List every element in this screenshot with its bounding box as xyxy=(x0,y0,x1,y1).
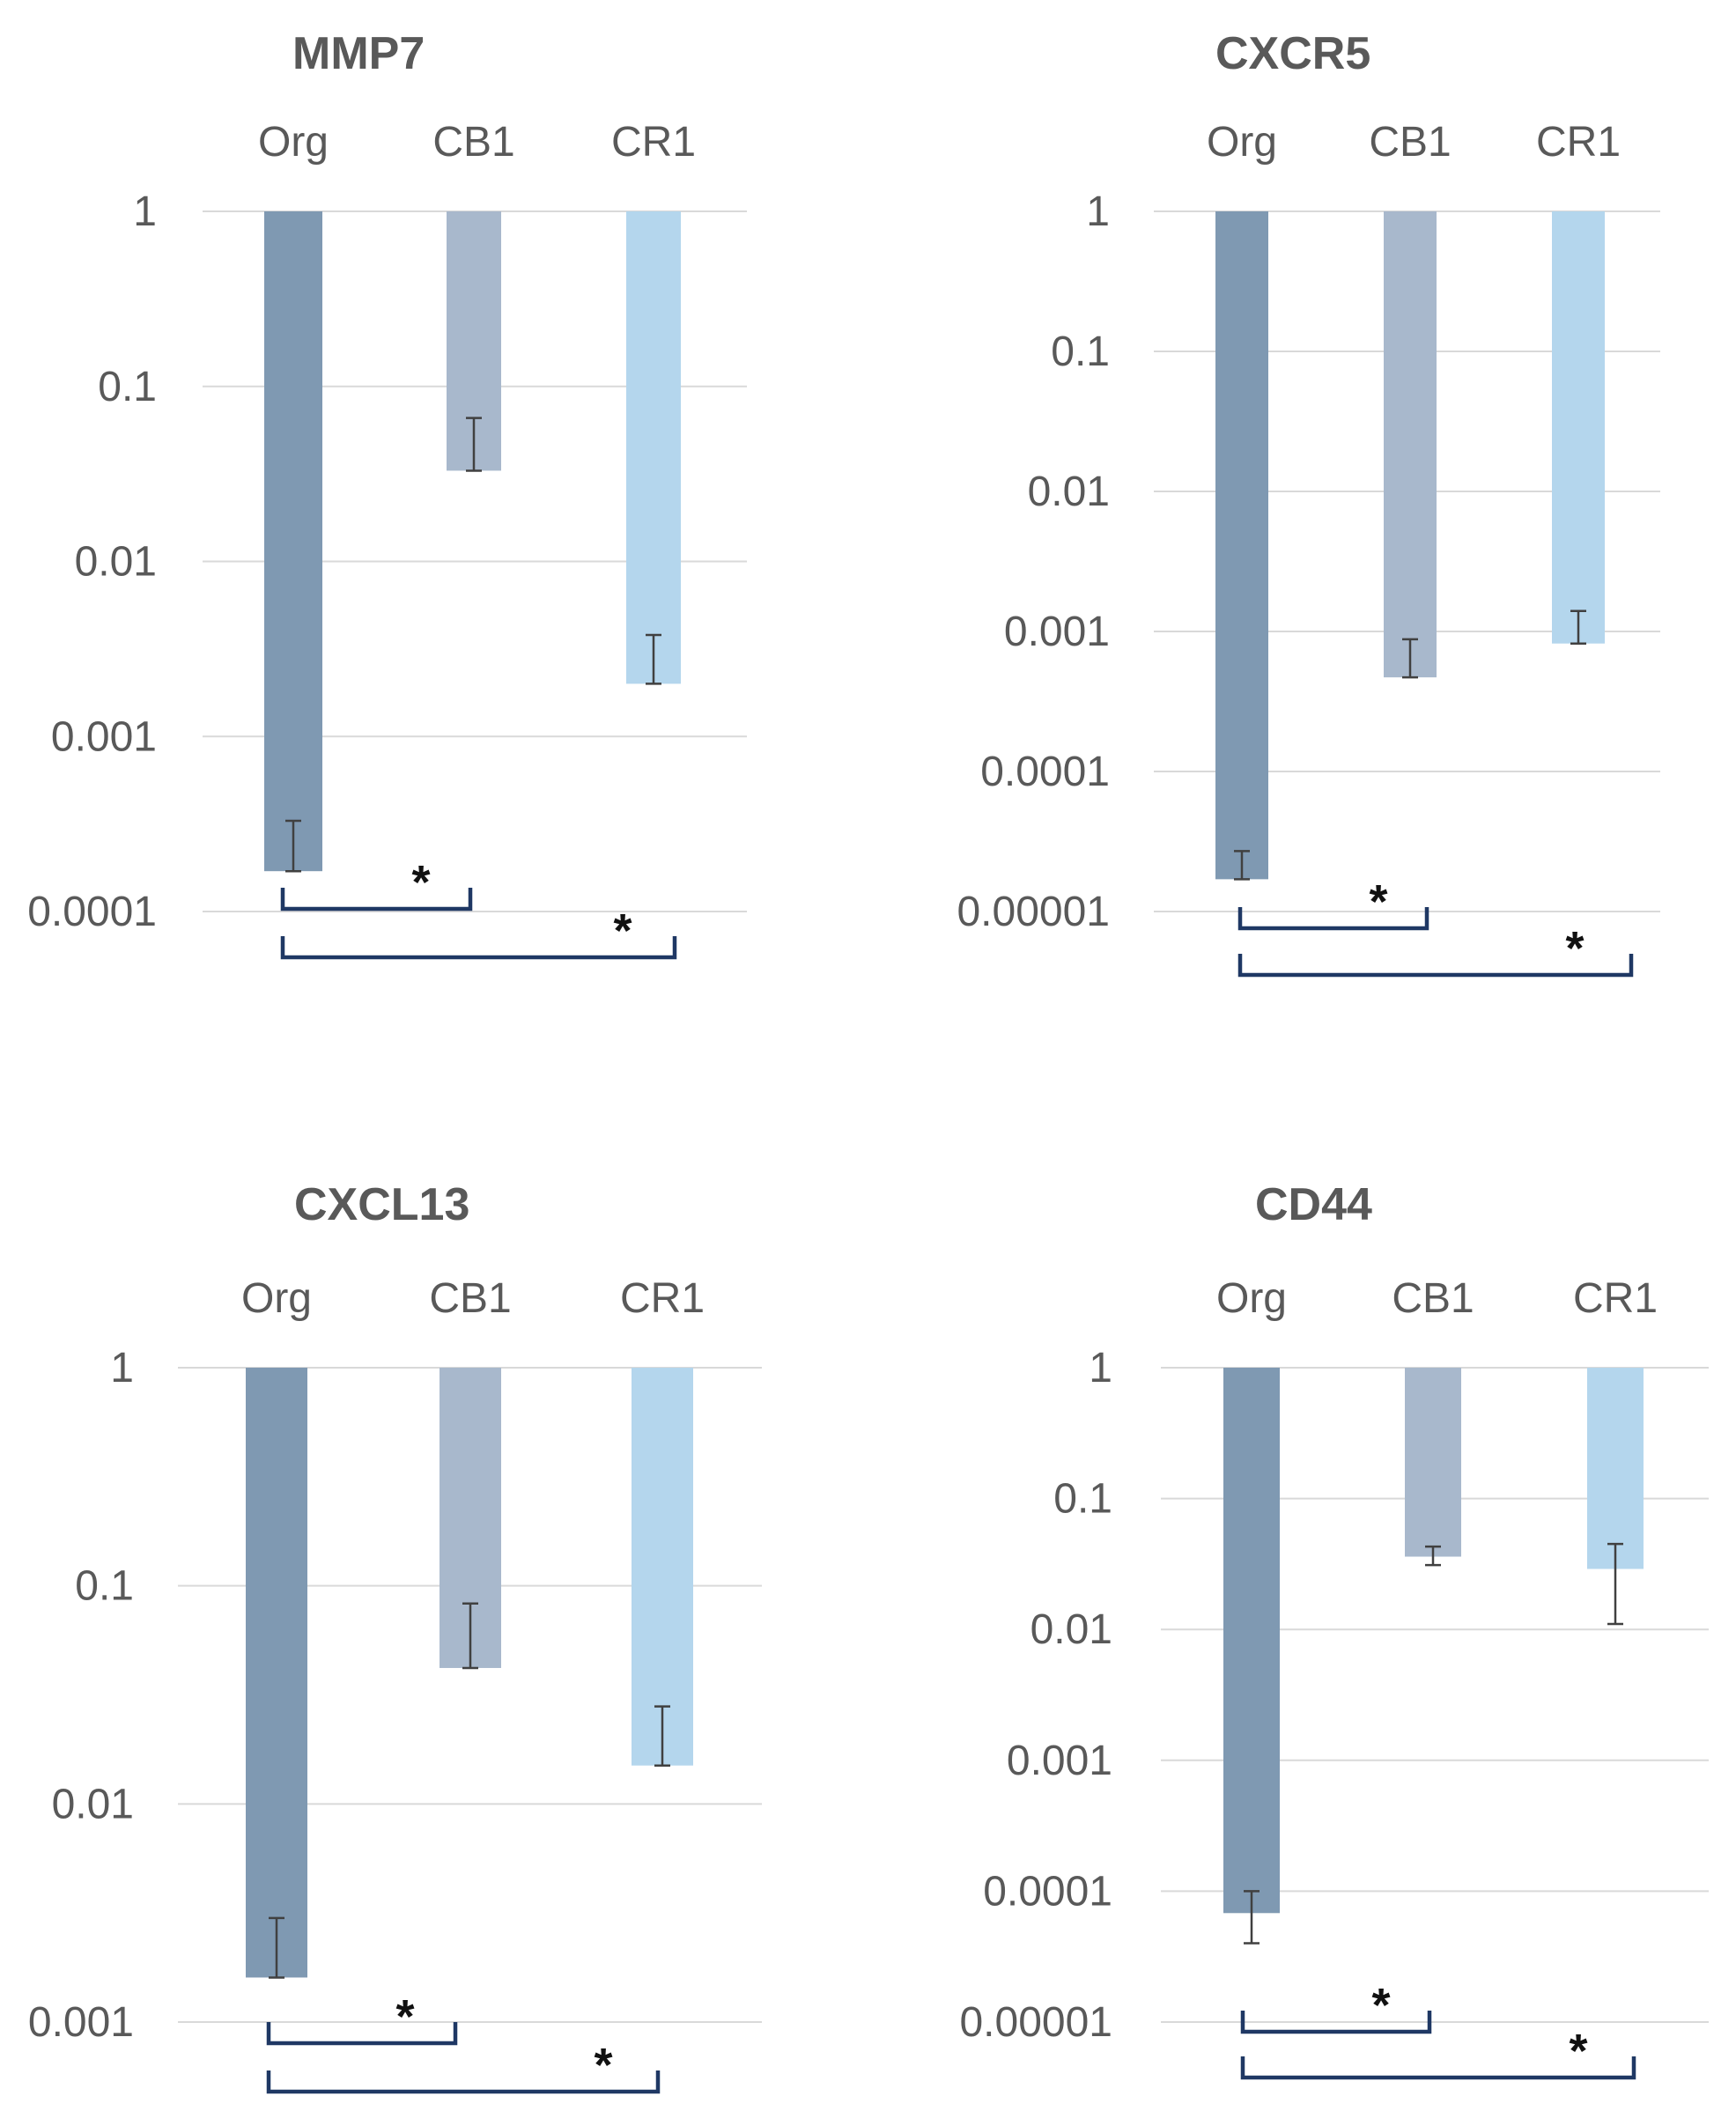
category-label: CB1 xyxy=(1392,1275,1474,1322)
significance-bracket xyxy=(1240,2056,1636,2080)
y-tick-label: 0.1 xyxy=(98,364,157,410)
category-label: CR1 xyxy=(620,1275,705,1322)
chart-title: CXCL13 xyxy=(294,1179,469,1230)
category-label: Org xyxy=(241,1275,312,1322)
category-label: Org xyxy=(1207,119,1277,166)
category-label: CB1 xyxy=(429,1275,511,1322)
significance-star: * xyxy=(395,1990,414,2043)
y-tick-label: 0.001 xyxy=(1004,609,1110,655)
significance-star: * xyxy=(1369,875,1387,928)
significance-star: * xyxy=(1371,1979,1390,2032)
category-label: CR1 xyxy=(1536,119,1621,166)
chart-panel-cxcl13: CXCL13 1 0.1 0.01 0.001 Org CB1 CR1 * * xyxy=(28,1179,762,2094)
bar-cr1 xyxy=(1552,211,1605,644)
y-tick-label: 0.00001 xyxy=(957,889,1110,935)
bar-cr1 xyxy=(632,1368,693,1766)
y-tick-label: 1 xyxy=(110,1345,134,1391)
y-tick-label: 0.0001 xyxy=(27,889,157,935)
bar-org xyxy=(1223,1368,1280,1914)
significance-bracket xyxy=(1237,907,1429,931)
bar-org xyxy=(1215,211,1268,880)
chart-panel-mmp7: MMP7 1 0.1 0.01 0.001 0.0001 Org CB1 CR1 * * xyxy=(27,28,747,960)
significance-star: * xyxy=(411,856,430,909)
y-tick-label: 1 xyxy=(133,188,157,235)
y-tick-label: 1 xyxy=(1086,188,1110,235)
y-tick-label: 0.001 xyxy=(1007,1738,1112,1784)
y-tick-label: 0.01 xyxy=(75,539,157,586)
y-tick-label: 1 xyxy=(1089,1345,1112,1391)
chart-panel-cd44: CD44 1 0.1 0.01 0.001 0.0001 0.00001 Org CB1 CR1 *… xyxy=(959,1179,1709,2080)
bar-cb1 xyxy=(1384,211,1437,678)
y-tick-label: 0.1 xyxy=(1051,328,1110,375)
category-label: CB1 xyxy=(432,119,514,166)
chart-title: CD44 xyxy=(1255,1179,1372,1230)
category-label: CB1 xyxy=(1369,119,1451,166)
y-tick-label: 0.1 xyxy=(75,1563,134,1610)
y-tick-label: 0.0001 xyxy=(983,1868,1112,1915)
chart-title: CXCR5 xyxy=(1215,28,1370,79)
category-label: Org xyxy=(1216,1275,1287,1322)
significance-star: * xyxy=(1565,922,1584,975)
y-tick-label: 0.001 xyxy=(51,713,157,760)
y-tick-label: 0.1 xyxy=(1053,1476,1112,1523)
category-label: CR1 xyxy=(611,119,696,166)
y-tick-label: 0.00001 xyxy=(959,1999,1112,2046)
bar-cr1 xyxy=(1587,1368,1644,1569)
y-tick-label: 0.01 xyxy=(52,1781,134,1827)
significance-star: * xyxy=(594,2039,612,2092)
significance-bracket xyxy=(266,2022,458,2046)
y-tick-label: 0.01 xyxy=(1028,469,1110,515)
category-label: Org xyxy=(258,119,329,166)
bar-cb1 xyxy=(1405,1368,1461,1557)
bar-org xyxy=(264,211,322,872)
category-label: CR1 xyxy=(1573,1275,1658,1322)
bar-org xyxy=(246,1368,307,1978)
significance-bracket xyxy=(266,2070,661,2094)
significance-bracket xyxy=(280,888,473,912)
significance-bracket xyxy=(1237,954,1634,978)
chart-title: MMP7 xyxy=(292,28,425,79)
significance-bracket xyxy=(280,936,677,960)
chart-panel-cxcr5: CXCR5 1 0.1 0.01 0.001 0.0001 0.00001 Org CB1 CR1… xyxy=(957,28,1660,978)
y-tick-label: 0.01 xyxy=(1031,1606,1112,1653)
y-tick-label: 0.0001 xyxy=(980,749,1110,795)
significance-star: * xyxy=(1569,2025,1587,2078)
significance-star: * xyxy=(613,904,632,957)
y-tick-label: 0.001 xyxy=(28,1999,134,2046)
significance-bracket xyxy=(1240,2011,1432,2034)
bar-cr1 xyxy=(626,211,681,684)
